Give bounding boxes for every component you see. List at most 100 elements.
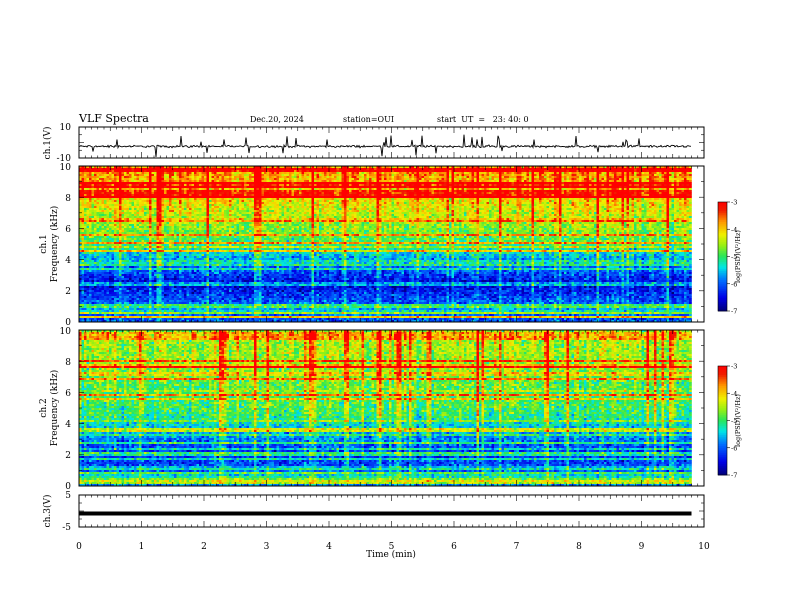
spectrogram-cell xyxy=(132,204,135,206)
spectrogram-cell xyxy=(109,234,112,236)
spectrogram-cell xyxy=(167,290,170,292)
spectrogram-cell xyxy=(219,310,222,312)
spectrogram-cell xyxy=(177,310,180,312)
spectrogram-cell xyxy=(94,238,97,240)
spectrogram-cell xyxy=(164,210,167,212)
spectrogram-cell xyxy=(147,172,150,174)
spectrogram-cell xyxy=(99,228,102,230)
spectrogram-cell xyxy=(147,220,150,222)
spectrogram-cell xyxy=(84,220,87,222)
spectrogram-cell xyxy=(229,256,232,258)
spectrogram-cell xyxy=(137,232,140,234)
spectrogram-cell xyxy=(87,256,90,258)
spectrogram-cell xyxy=(197,278,200,280)
spectrogram-cell xyxy=(177,246,180,248)
spectrogram-cell xyxy=(172,206,175,208)
spectrogram-cell xyxy=(184,230,187,232)
spectrogram-cell xyxy=(172,264,175,266)
spectrogram-cell xyxy=(84,262,87,264)
spectrogram-cell xyxy=(159,196,162,198)
spectrogram-cell xyxy=(204,188,207,190)
spectrogram-cell xyxy=(194,168,197,170)
spectrogram-cell xyxy=(224,274,227,276)
spectrogram-cell xyxy=(214,254,217,256)
spectrogram-cell xyxy=(209,208,212,210)
spectrogram-cell xyxy=(209,260,212,262)
spectrogram-cell xyxy=(174,168,177,170)
spectrogram-cell xyxy=(232,194,235,196)
spectrogram-cell xyxy=(162,256,165,258)
spectrogram-cell xyxy=(102,188,105,190)
spectrogram-cell xyxy=(129,260,132,262)
spectrogram-cell xyxy=(97,232,100,234)
spectrogram-cell xyxy=(199,246,202,248)
spectrogram-cell xyxy=(212,258,215,260)
spectrogram-cell xyxy=(129,220,132,222)
spectrogram-cell xyxy=(127,238,130,240)
spectrogram-cell xyxy=(229,246,232,248)
spectrogram-cell xyxy=(192,192,195,194)
spectrogram-cell xyxy=(149,278,152,280)
spectrogram-cell xyxy=(137,288,140,290)
spectrogram-cell xyxy=(212,264,215,266)
spectrogram-cell xyxy=(89,204,92,206)
spectrogram-cell xyxy=(94,228,97,230)
spectrogram-cell xyxy=(199,302,202,304)
spectrogram-cell xyxy=(114,250,117,252)
spectrogram-cell xyxy=(214,192,217,194)
spectrogram-cell xyxy=(152,206,155,208)
spectrogram-cell xyxy=(92,224,95,226)
spectrogram-cell xyxy=(99,278,102,280)
spectrogram-cell xyxy=(182,236,185,238)
spectrogram-cell xyxy=(179,170,182,172)
spectrogram-cell xyxy=(137,254,140,256)
spectrogram-cell xyxy=(102,264,105,266)
spectrogram-cell xyxy=(229,202,232,204)
spectrogram-cell xyxy=(167,276,170,278)
spectrogram-cell xyxy=(152,236,155,238)
spectrogram-cell xyxy=(92,176,95,178)
spectrogram-cell xyxy=(224,218,227,220)
spectrogram-cell xyxy=(222,230,225,232)
spectrogram-cell xyxy=(217,300,220,302)
spectrogram-cell xyxy=(204,270,207,272)
spectrogram-cell xyxy=(152,286,155,288)
spectrogram-cell xyxy=(119,290,122,292)
spectrogram-cell xyxy=(132,214,135,216)
spectrogram-cell xyxy=(139,244,142,246)
spectrogram-cell xyxy=(207,288,210,290)
spectrogram-cell xyxy=(127,252,130,254)
spectrogram-cell xyxy=(217,304,220,306)
spectrogram-cell xyxy=(117,278,120,280)
spectrogram-cell xyxy=(154,302,157,304)
spectrogram-cell xyxy=(184,296,187,298)
spectrogram-cell xyxy=(124,258,127,260)
spectrogram-cell xyxy=(214,204,217,206)
spectrogram-cell xyxy=(94,196,97,198)
spectrogram-cell xyxy=(107,244,110,246)
spectrogram-cell xyxy=(154,260,157,262)
spectrogram-cell xyxy=(87,190,90,192)
spectrogram-cell xyxy=(219,188,222,190)
spectrogram-cell xyxy=(119,184,122,186)
spectrogram-cell xyxy=(182,300,185,302)
spectrogram-cell xyxy=(109,256,112,258)
spectrogram-cell xyxy=(92,202,95,204)
spectrogram-cell xyxy=(204,182,207,184)
spectrogram-cell xyxy=(99,182,102,184)
spectrogram-cell xyxy=(214,298,217,300)
spectrogram-cell xyxy=(104,300,107,302)
spectrogram-cell xyxy=(84,228,87,230)
spectrogram-cell xyxy=(164,312,167,314)
spectrogram-cell xyxy=(102,270,105,272)
spectrogram-cell xyxy=(177,270,180,272)
spectrogram-cell xyxy=(219,190,222,192)
spectrogram-cell xyxy=(94,294,97,296)
spectrogram-cell xyxy=(149,310,152,312)
spectrogram-cell xyxy=(222,210,225,212)
spectrogram-cell xyxy=(179,306,182,308)
spectrogram-cell xyxy=(179,250,182,252)
spectrogram-cell xyxy=(187,262,190,264)
spectrogram-cell xyxy=(99,224,102,226)
spectrogram-cell xyxy=(82,220,85,222)
